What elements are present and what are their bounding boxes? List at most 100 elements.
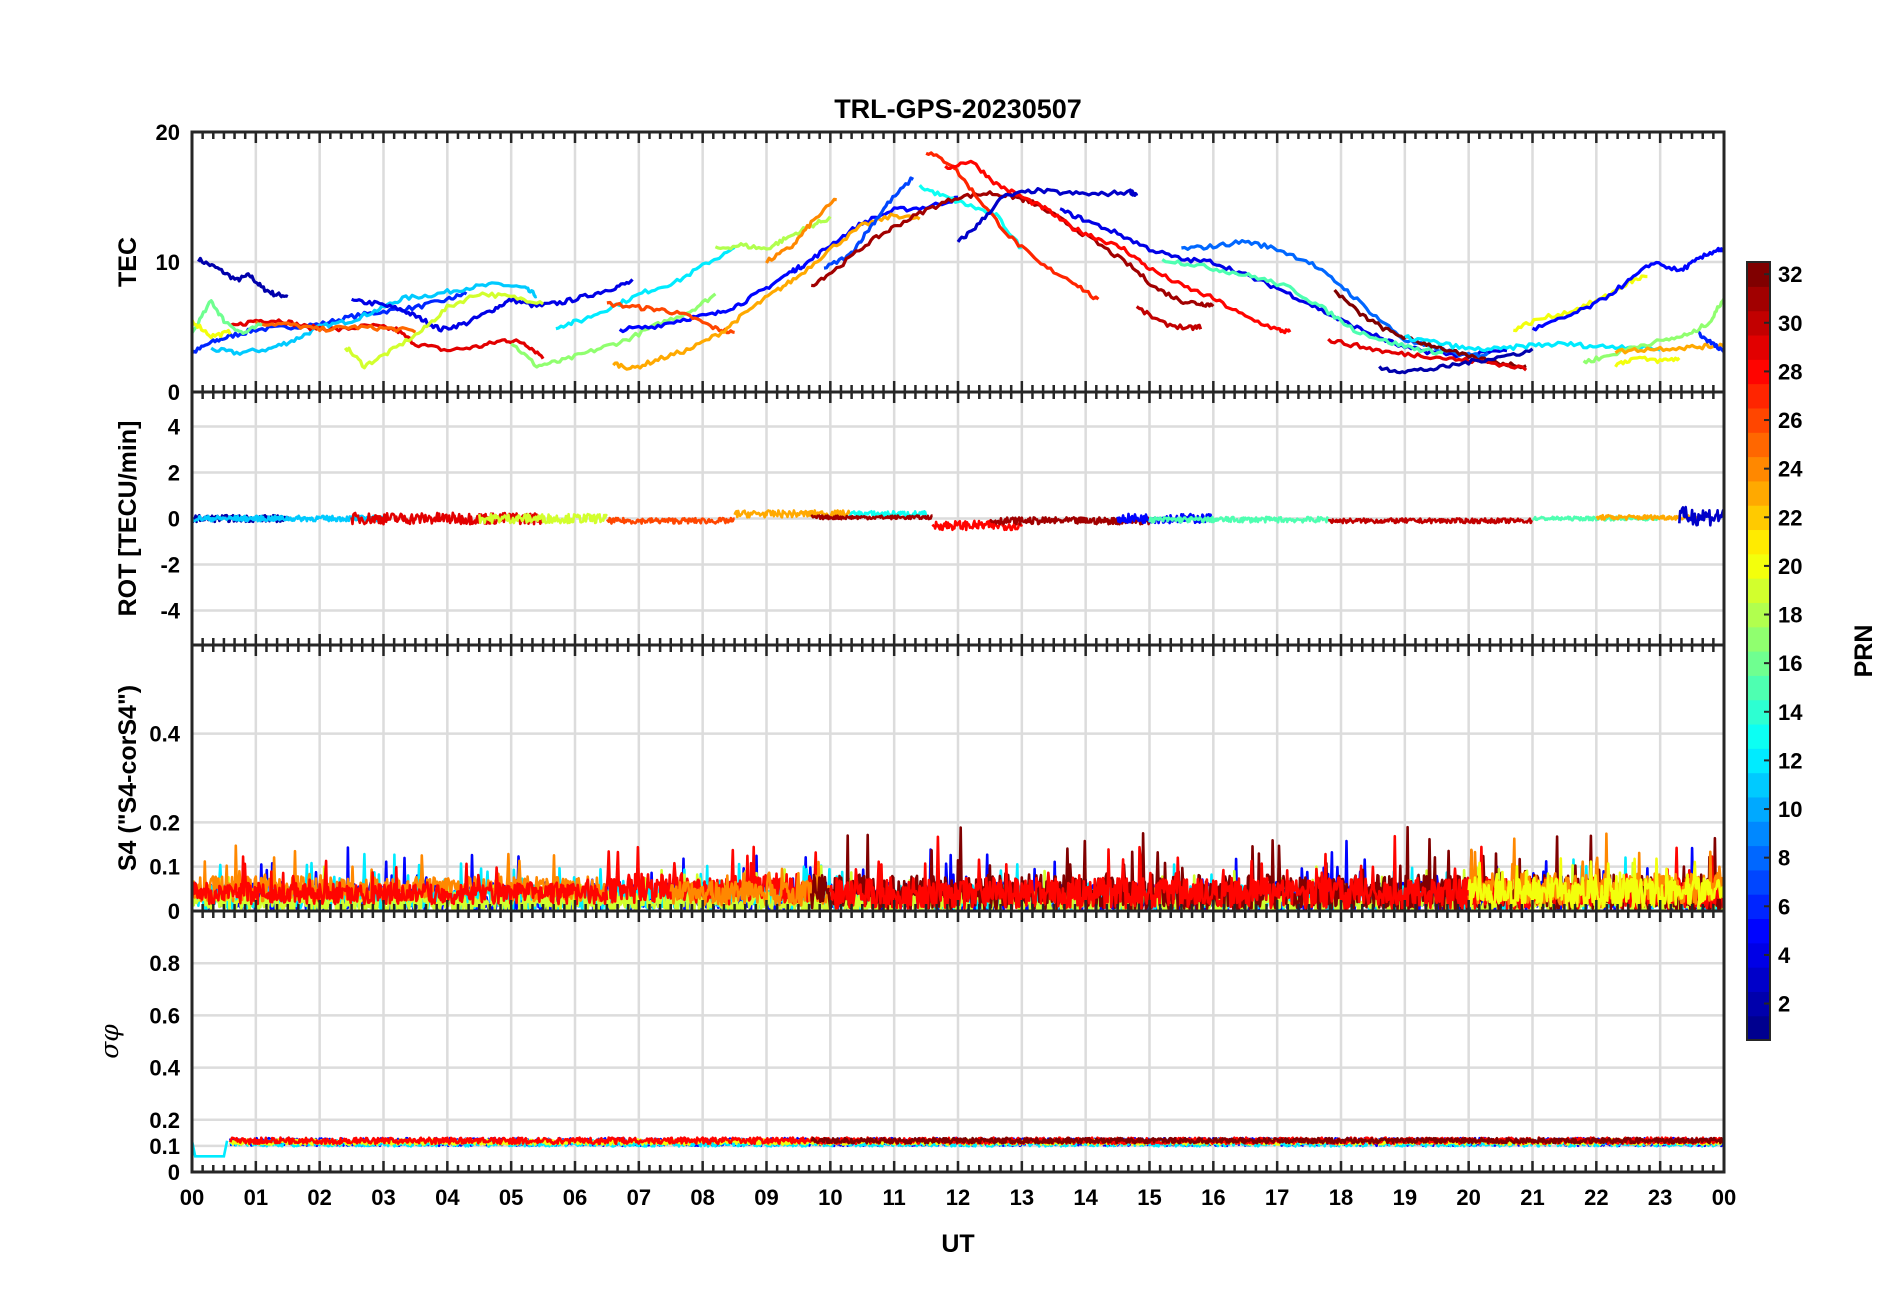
y-tick-label: 0.1 [149, 855, 180, 880]
x-tick-label: 18 [1329, 1185, 1353, 1210]
x-tick-label: 22 [1584, 1185, 1608, 1210]
series-line-prn-31 [810, 514, 933, 521]
series-line-prn-25 [254, 320, 417, 334]
x-tick-label: 13 [1010, 1185, 1034, 1210]
series-line-prn-27 [925, 151, 1100, 301]
series-line-prn-13 [848, 510, 928, 518]
series-line-prn-32 [810, 1136, 1724, 1145]
y-tick-label: 10 [156, 250, 180, 275]
series-line-prn-2 [1378, 347, 1534, 375]
y-tick-label: 0 [168, 380, 180, 405]
colorbar-tick-label: 28 [1778, 359, 1802, 384]
colorbar-swatch [1747, 456, 1770, 482]
colorbar-swatch [1747, 723, 1770, 749]
colorbar-swatch [1747, 553, 1770, 579]
series-line-prn-18 [714, 215, 832, 251]
colorbar-tick-label: 6 [1778, 894, 1790, 919]
series-line-prn-13 [918, 184, 1023, 250]
series-group [192, 505, 1724, 532]
series-line-prn-5 [1531, 246, 1724, 332]
x-tick-label: 16 [1201, 1185, 1225, 1210]
series-line-prn-11 [192, 514, 385, 523]
colorbar-tick-label: 12 [1778, 748, 1802, 773]
series-line-prn-20 [1614, 355, 1681, 368]
x-tick-label: 01 [244, 1185, 268, 1210]
y-tick-label: 0.4 [149, 1056, 180, 1081]
colorbar-swatch [1747, 821, 1770, 847]
colorbar-swatch [1747, 529, 1770, 555]
colorbar-swatch [1747, 602, 1770, 628]
y-tick-label: 0.8 [149, 951, 180, 976]
series-line-prn-24 [765, 197, 837, 264]
y-axis-label: σφ [95, 1024, 124, 1059]
y-tick-label: 0 [168, 899, 180, 924]
series-line-prn-8 [1181, 239, 1489, 359]
series-line-prn-30 [1135, 305, 1203, 332]
colorbar-tick-label: 22 [1778, 505, 1802, 530]
x-tick-labels: 00 01 02 03 04 05 06 07 08 09 10 11 12 13 14 15 16 17 18 19… [180, 1185, 1736, 1210]
colorbar-tick-label: 14 [1778, 700, 1803, 725]
series-line-prn-31 [811, 190, 1215, 308]
series-line-prn-16 [192, 299, 263, 336]
series-line-prn-12 [192, 1140, 229, 1158]
colorbar-swatch [1747, 918, 1770, 944]
y-tick-label: -2 [160, 553, 180, 578]
x-tick-label: 02 [307, 1185, 331, 1210]
series-line-prn-3 [956, 187, 1139, 243]
y-tick-label: 20 [156, 120, 180, 145]
series-line-prn-28 [944, 159, 1292, 335]
colorbar-tick-label: 20 [1778, 554, 1802, 579]
series-line-prn-19 [343, 291, 545, 370]
series-line-prn-12 [1404, 334, 1661, 353]
x-axis-label: UT [941, 1230, 974, 1258]
series-line-prn-23 [733, 509, 851, 519]
x-tick-label: 07 [627, 1185, 651, 1210]
series-line-prn-24 [192, 844, 609, 903]
panel-sigma: 00.10.2 0.4 0.6 0.8 σφ [95, 909, 1726, 1185]
series-line-prn-24 [669, 860, 832, 907]
series-line-prn-20 [192, 319, 232, 340]
series-line-prn-6 [1697, 331, 1724, 354]
colorbar-swatch [1747, 383, 1770, 409]
chart-title: TRL-GPS-20230507 [834, 94, 1082, 124]
x-tick-label: 23 [1648, 1185, 1672, 1210]
colorbar-tick-label: 10 [1778, 797, 1802, 822]
colorbar-tick-label: 8 [1778, 846, 1790, 871]
colorbar-swatch [1747, 407, 1770, 433]
x-tick-label: 19 [1393, 1185, 1417, 1210]
y-tick-label: 0 [168, 1160, 180, 1185]
y-tick-label: 0.6 [149, 1003, 180, 1028]
x-tick-label: 17 [1265, 1185, 1289, 1210]
x-tick-label: 00 [1712, 1185, 1736, 1210]
colorbar-swatch [1747, 845, 1770, 871]
colorbar-swatch [1747, 894, 1770, 920]
colorbar-swatch [1747, 1015, 1770, 1041]
panel-rot: -4 -2 0 2 4 ROT [TECU/min] [114, 390, 1726, 647]
series-line-prn-23 [612, 212, 921, 371]
colorbar-swatch [1747, 869, 1770, 895]
y-tick-label: 0 [168, 507, 180, 532]
series-line-prn-17 [1582, 297, 1724, 365]
colorbar-swatch [1747, 480, 1770, 506]
y-tick-label: 0.2 [149, 1108, 180, 1133]
colorbar-tick-label: 24 [1778, 457, 1803, 482]
x-tick-label: 00 [180, 1185, 204, 1210]
x-tick-label: 12 [946, 1185, 970, 1210]
series-line-prn-30 [1327, 517, 1533, 525]
x-tick-label: 11 [883, 1185, 906, 1210]
x-tick-label: 09 [754, 1185, 778, 1210]
x-tick-label: 03 [371, 1185, 395, 1210]
x-tick-label: 08 [690, 1185, 714, 1210]
series-line-prn-26 [605, 516, 735, 525]
series-line-prn-3 [1678, 505, 1724, 527]
series-line-prn-7 [823, 176, 915, 270]
colorbar-swatch [1747, 505, 1770, 531]
x-tick-label: 04 [435, 1185, 460, 1210]
series-line-prn-23 [1614, 342, 1724, 355]
colorbar-swatch [1747, 991, 1770, 1017]
series-line-prn-4 [351, 278, 634, 333]
panel-s4: 0 0.1 0.2 0.4 S4 ("S4-corS4") [114, 643, 1726, 924]
